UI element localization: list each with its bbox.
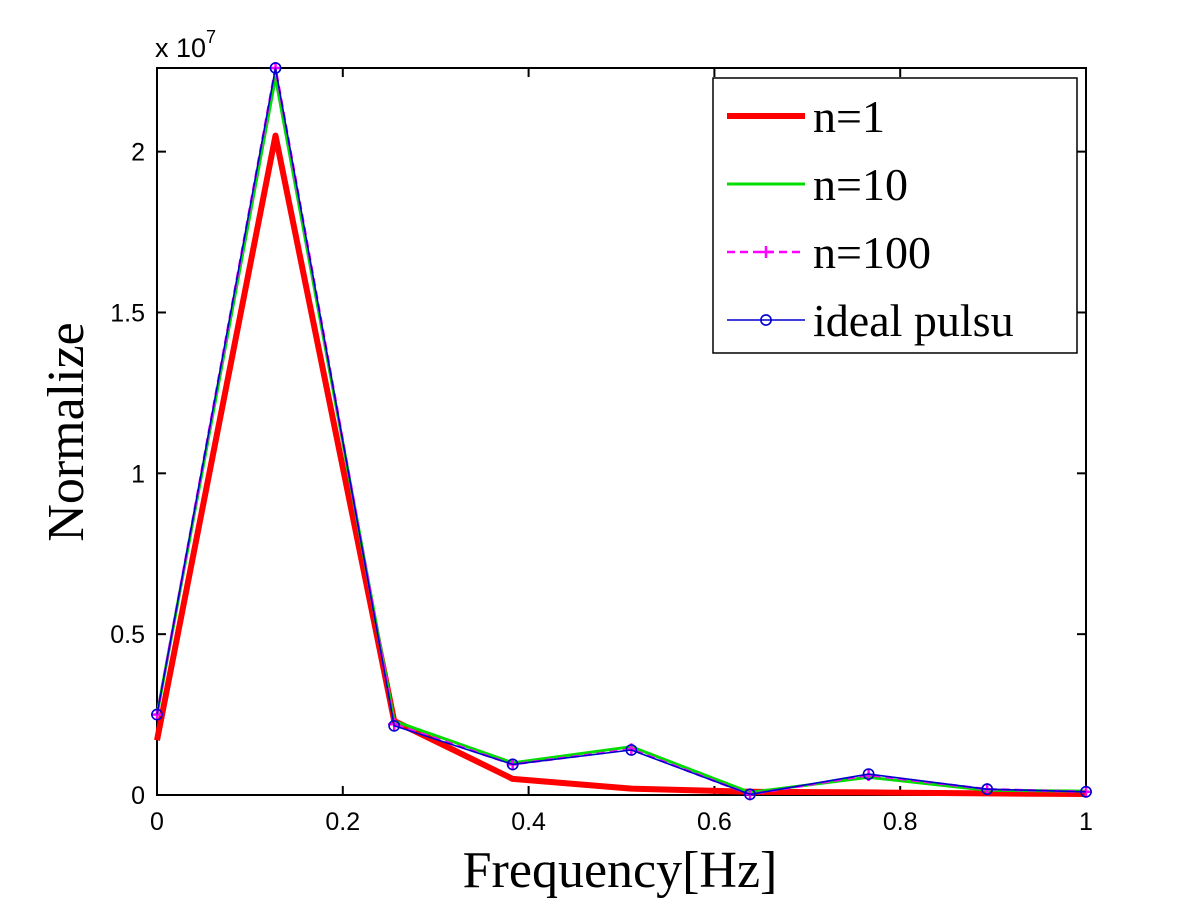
legend-item: n=10	[727, 159, 908, 210]
series-ideal-pulsu	[151, 62, 1092, 801]
circle-marker	[744, 788, 756, 801]
y-exponent-label: x 107	[155, 27, 216, 63]
x-tick-label: 0.4	[511, 808, 546, 836]
legend-item: ideal pulsu	[727, 295, 1014, 346]
legend-label: n=1	[813, 91, 885, 142]
circle-marker	[506, 758, 519, 771]
x-tick-label: 0	[150, 808, 164, 836]
circle-marker	[981, 783, 994, 796]
x-tick-label: 1	[1079, 808, 1093, 836]
series-group	[151, 62, 1092, 801]
y-exponent-power: 7	[206, 27, 216, 47]
circle-marker	[1080, 785, 1092, 798]
y-tick-label: 1.5	[110, 299, 145, 327]
circle-marker	[269, 62, 282, 74]
y-axis-label: Normalize	[38, 322, 95, 541]
circle-marker	[760, 314, 772, 326]
y-tick-label: 2	[131, 139, 145, 167]
circle-marker	[151, 708, 163, 721]
x-tick-label: 0.8	[883, 808, 918, 836]
x-tick-label: 0.6	[697, 808, 732, 836]
axis-ticks: 0 0.2 0.4 0.6 0.8 1 0 0.5 1 1.5 2	[110, 68, 1093, 836]
y-tick-label: 1	[131, 460, 145, 488]
legend-label: n=10	[813, 159, 908, 210]
circle-marker	[625, 744, 638, 756]
x-axis-label: Frequency[Hz]	[463, 842, 778, 899]
y-tick-label: 0.5	[110, 621, 145, 649]
legend-label: ideal pulsu	[813, 295, 1014, 346]
x-tick-label: 0.2	[325, 808, 360, 836]
y-tick-label: 0	[131, 782, 145, 810]
legend-box	[712, 77, 1078, 354]
legend-item: n=1	[727, 91, 885, 142]
circle-marker	[388, 719, 401, 732]
plot-frame	[156, 67, 1087, 796]
plot-area-border	[156, 67, 1087, 796]
legend-label: n=100	[813, 227, 931, 278]
y-exponent-prefix: x 10	[155, 33, 206, 63]
circle-marker	[862, 768, 875, 780]
series-line	[156, 67, 1087, 796]
legend-item: n=100	[727, 227, 931, 278]
legend: n=1 n=10 n=100 ideal pulsu	[712, 77, 1078, 354]
